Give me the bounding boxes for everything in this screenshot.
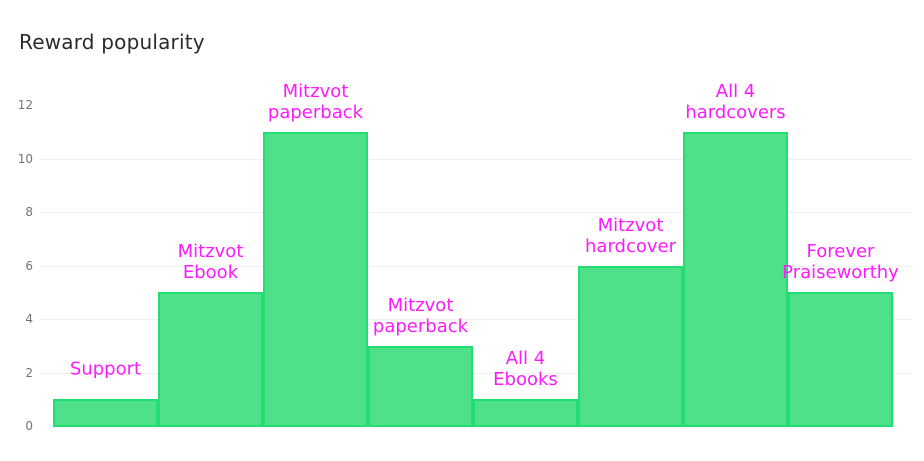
bar-label: All 4 hardcovers: [685, 80, 786, 123]
y-axis-tick: 12: [17, 98, 33, 112]
bar-label: Mitzvot paperback: [267, 80, 364, 123]
bar-label: Support: [69, 358, 142, 380]
y-axis-tick: 4: [25, 312, 33, 326]
bar-mitzvot-paperback[interactable]: [368, 345, 473, 427]
y-axis-tick: 6: [25, 258, 33, 273]
gridline: [40, 265, 912, 267]
bar-all-4-hardcovers[interactable]: [683, 131, 788, 427]
bar-all-4-ebooks[interactable]: [473, 399, 578, 427]
bar-label: All 4 Ebooks: [493, 348, 558, 391]
bar-label: Forever Praiseworthy: [782, 241, 899, 284]
bar-forever-praiseworthy[interactable]: [788, 292, 893, 427]
bar-mitzvot-ebook[interactable]: [158, 292, 263, 427]
gridline: [40, 212, 912, 213]
gridline: [40, 319, 912, 320]
y-axis-tick: 10: [17, 151, 33, 166]
bar-support[interactable]: [53, 399, 158, 427]
y-axis-tick: 0: [25, 419, 33, 433]
bar-label: Mitzvot Ebook: [177, 241, 244, 284]
y-axis-tick: 8: [25, 205, 33, 219]
bar-mitzvot-hardcover[interactable]: [578, 265, 683, 427]
gridline: [40, 372, 912, 374]
gridline: [40, 158, 912, 160]
chart-title: Reward popularity: [19, 30, 205, 54]
y-axis-tick: 2: [25, 365, 33, 380]
bar-mitzvot-paperback[interactable]: [263, 131, 368, 427]
bar-label: Mitzvot hardcover: [585, 214, 676, 257]
bar-label: Mitzvot paperback: [372, 294, 469, 337]
